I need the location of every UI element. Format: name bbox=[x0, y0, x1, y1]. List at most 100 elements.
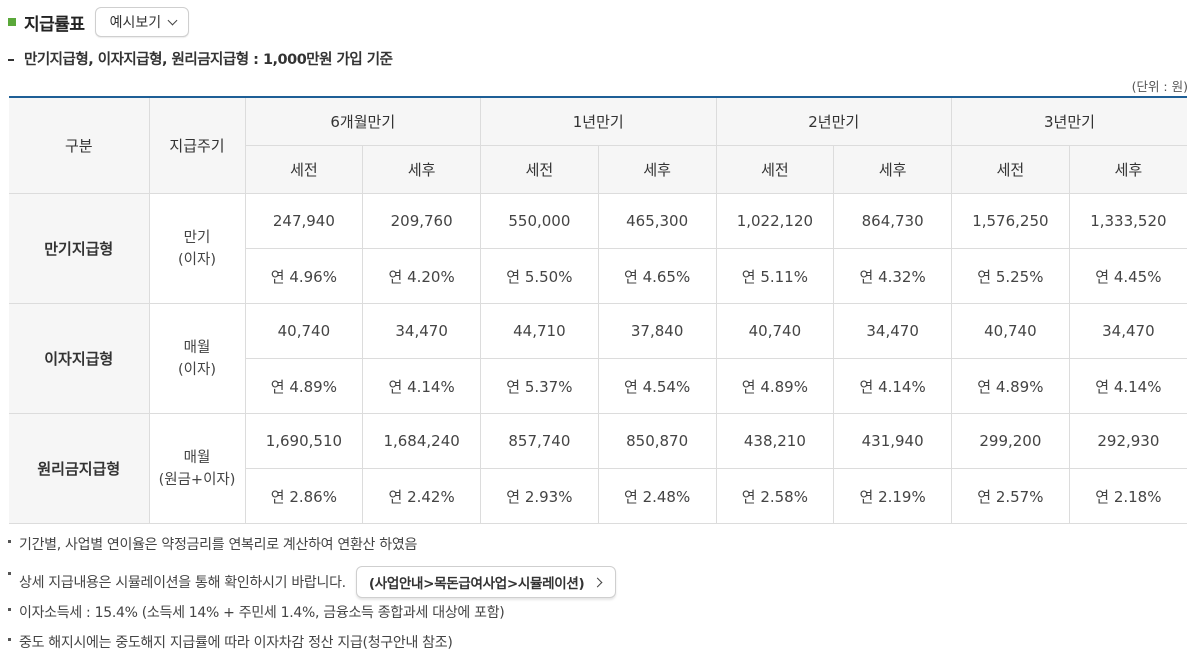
bullet-icon bbox=[8, 638, 11, 641]
unit-label: (단위 : 원) bbox=[1131, 79, 1188, 94]
amount-cell: 34,470 bbox=[1068, 303, 1187, 359]
bullet-icon bbox=[8, 608, 11, 611]
rate-cell: 연 2.48% bbox=[597, 468, 717, 524]
note-text: 중도 해지시에는 중도해지 지급률에 따라 이자차감 정산 지급(청구안내 참조… bbox=[19, 635, 453, 651]
rate-cell: 연 2.19% bbox=[833, 468, 952, 524]
header-pre-tax: 세전 bbox=[480, 145, 599, 194]
rate-cell: 연 2.93% bbox=[480, 468, 599, 524]
note-text: 기간별, 사업별 연이율은 약정금리를 연복리로 계산하여 연환산 하였음 bbox=[19, 537, 418, 553]
cycle-line: 만기 bbox=[183, 229, 211, 246]
amount-cell: 40,740 bbox=[244, 303, 364, 359]
note-text: 이자소득세 : 15.4% (소득세 14% + 주민세 1.4%, 금융소득 … bbox=[19, 605, 505, 621]
table-row: 이자지급형 매월 (이자) 40,740 34,470 44,710 37,840 40,74… bbox=[9, 303, 1187, 414]
header-pre-tax: 세전 bbox=[951, 145, 1070, 194]
rate-cell: 연 4.14% bbox=[362, 358, 481, 414]
rate-cell: 연 4.14% bbox=[1068, 358, 1187, 414]
amount-cell: 850,870 bbox=[597, 413, 717, 469]
table-row: 원리금지급형 매월 (원금+이자) 1,690,510 1,684,240 857,740… bbox=[9, 413, 1187, 524]
amount-cell: 438,210 bbox=[715, 413, 835, 469]
amount-cell: 1,022,120 bbox=[715, 193, 835, 249]
amount-cell: 40,740 bbox=[951, 303, 1070, 359]
row-cycle: 매월 (이자) bbox=[148, 303, 246, 414]
header-period: 6개월만기 bbox=[244, 96, 481, 146]
example-view-button[interactable]: 예시보기 bbox=[94, 7, 190, 37]
header-pre-tax: 세전 bbox=[715, 145, 835, 194]
amount-cell: 864,730 bbox=[833, 193, 952, 249]
subtitle: 만기지급형, 이자지급형, 원리금지급형 : 1,000만원 가입 기준 bbox=[8, 48, 393, 69]
rate-cell: 연 2.57% bbox=[951, 468, 1070, 524]
rate-cell: 연 5.50% bbox=[480, 248, 599, 304]
table-body: 만기지급형 만기 (이자) 247,940 209,760 550,000 465,300 1… bbox=[9, 193, 1187, 524]
rate-cell: 연 4.89% bbox=[245, 358, 364, 414]
amount-cell: 44,710 bbox=[480, 303, 599, 359]
row-category: 만기지급형 bbox=[9, 193, 150, 304]
amount-cell: 857,740 bbox=[480, 413, 599, 469]
rate-cell: 연 2.18% bbox=[1068, 468, 1187, 524]
section-header: 지급률표 예시보기 bbox=[8, 6, 190, 38]
table-row: 연 2.86% 연 2.42% 연 2.93% 연 2.48% 연 2.58% 연 2.1… bbox=[9, 468, 1187, 524]
amount-cell: 1,690,510 bbox=[244, 413, 364, 469]
amount-cell: 34,470 bbox=[833, 303, 952, 359]
row-category: 이자지급형 bbox=[9, 303, 150, 414]
rate-cell: 연 5.25% bbox=[951, 248, 1070, 304]
header-post-tax: 세후 bbox=[1068, 145, 1187, 194]
rate-cell: 연 4.54% bbox=[597, 358, 717, 414]
header-period: 2년만기 bbox=[715, 96, 952, 146]
header-post-tax: 세후 bbox=[833, 145, 952, 194]
cycle-line: 매월 bbox=[183, 449, 211, 466]
rate-cell: 연 4.45% bbox=[1068, 248, 1187, 304]
amount-cell: 1,684,240 bbox=[362, 413, 481, 469]
row-cycle: 만기 (이자) bbox=[148, 193, 246, 304]
note-item: 중도 해지시에는 중도해지 지급률에 따라 이자차감 정산 지급(청구안내 참조… bbox=[8, 632, 453, 652]
note-item: 이자소득세 : 15.4% (소득세 14% + 주민세 1.4%, 금융소득 … bbox=[8, 602, 505, 622]
subtitle-text: 만기지급형, 이자지급형, 원리금지급형 : 1,000만원 가입 기준 bbox=[24, 52, 393, 68]
header-post-tax: 세후 bbox=[362, 145, 481, 194]
rate-cell: 연 4.89% bbox=[715, 358, 835, 414]
rate-cell: 연 5.37% bbox=[480, 358, 599, 414]
note-item: 상세 지급내용은 시뮬레이션을 통해 확인하시기 바랍니다. (사업안내>목돈급… bbox=[8, 566, 617, 598]
table-row: 연 4.89% 연 4.14% 연 5.37% 연 4.54% 연 4.89% 연 4.1… bbox=[9, 358, 1187, 414]
header-cycle: 지급주기 bbox=[148, 96, 246, 194]
amount-cell: 34,470 bbox=[362, 303, 481, 359]
cycle-line: 매월 bbox=[183, 339, 211, 356]
amount-cell: 292,930 bbox=[1068, 413, 1187, 469]
header-post-tax: 세후 bbox=[597, 145, 717, 194]
chevron-down-icon bbox=[167, 15, 178, 25]
simulation-link-button[interactable]: (사업안내>목돈급여사업>시뮬레이션) bbox=[355, 566, 617, 598]
amount-cell: 37,840 bbox=[597, 303, 717, 359]
example-view-label: 예시보기 bbox=[109, 14, 162, 30]
rate-cell: 연 4.89% bbox=[951, 358, 1070, 414]
amount-cell: 299,200 bbox=[951, 413, 1070, 469]
note-item: 기간별, 사업별 연이율은 약정금리를 연복리로 계산하여 연환산 하였음 bbox=[8, 534, 417, 554]
rate-cell: 연 2.86% bbox=[245, 468, 364, 524]
amount-cell: 1,576,250 bbox=[951, 193, 1070, 249]
amount-cell: 40,740 bbox=[715, 303, 835, 359]
amount-cell: 209,760 bbox=[362, 193, 481, 249]
rate-cell: 연 2.42% bbox=[362, 468, 481, 524]
payment-rate-table: 구분 지급주기 6개월만기 1년만기 2년만기 3년만기 세전 세후 세전 세후… bbox=[9, 96, 1187, 524]
header-pre-tax: 세전 bbox=[245, 145, 364, 194]
amount-cell: 247,940 bbox=[244, 193, 364, 249]
rate-cell: 연 4.14% bbox=[833, 358, 952, 414]
header-period: 3년만기 bbox=[951, 96, 1187, 146]
square-bullet-icon bbox=[8, 18, 16, 26]
chevron-right-icon bbox=[592, 577, 603, 587]
rate-cell: 연 2.58% bbox=[715, 468, 835, 524]
header-period: 1년만기 bbox=[480, 96, 717, 146]
amount-cell: 1,333,520 bbox=[1068, 193, 1187, 249]
rate-cell: 연 4.20% bbox=[362, 248, 481, 304]
amount-cell: 465,300 bbox=[597, 193, 717, 249]
rate-cell: 연 4.65% bbox=[597, 248, 717, 304]
rate-cell: 연 4.32% bbox=[833, 248, 952, 304]
row-category: 원리금지급형 bbox=[9, 413, 150, 524]
note-text: 상세 지급내용은 시뮬레이션을 통해 확인하시기 바랍니다. bbox=[19, 575, 346, 591]
amount-cell: 550,000 bbox=[480, 193, 599, 249]
rate-cell: 연 5.11% bbox=[715, 248, 835, 304]
table-row: 만기지급형 만기 (이자) 247,940 209,760 550,000 465,300 1… bbox=[9, 193, 1187, 304]
row-cycle: 매월 (원금+이자) bbox=[148, 413, 246, 524]
cycle-note: (이자) bbox=[178, 361, 216, 378]
dash-icon bbox=[8, 59, 14, 61]
rate-cell: 연 4.96% bbox=[245, 248, 364, 304]
simulation-link-label: (사업안내>목돈급여사업>시뮬레이션) bbox=[368, 576, 585, 592]
cycle-note: (이자) bbox=[178, 251, 216, 268]
